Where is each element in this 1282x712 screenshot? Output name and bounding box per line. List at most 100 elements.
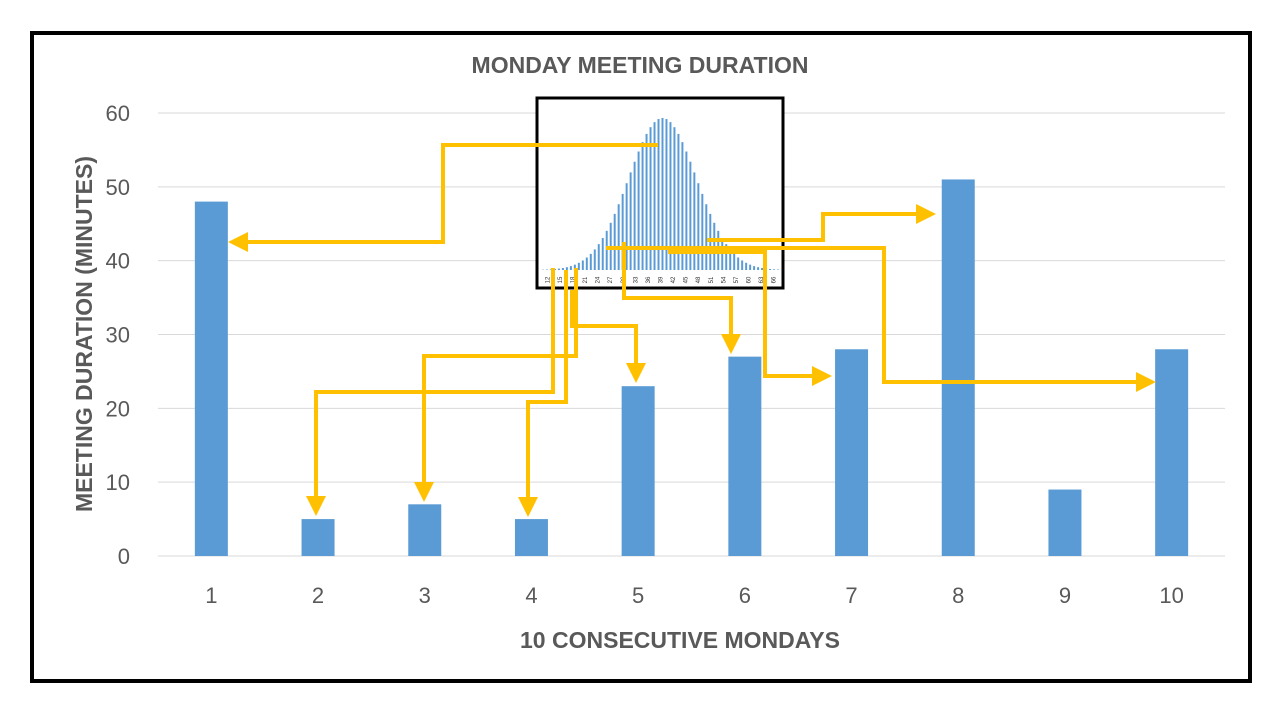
- inset-bar: [585, 257, 588, 270]
- inset-tick-12: 12: [545, 276, 551, 283]
- arrow-to-bar-4: [518, 270, 568, 517]
- inset-bar: [665, 119, 668, 270]
- inset-tick-15: 15: [558, 276, 564, 283]
- inset-tick-54: 54: [721, 276, 727, 283]
- inset-bar: [737, 257, 740, 270]
- arrow-to-bar-6: [622, 242, 741, 354]
- x-axis-label: 10 CONSECUTIVE MONDAYS: [520, 627, 840, 653]
- inset-bar: [729, 249, 732, 270]
- inset-bar: [749, 264, 752, 270]
- y-tick-labels: 0 10 20 30 40 50 60: [106, 101, 130, 569]
- x-tick-2: 2: [312, 583, 324, 608]
- bar-4: [514, 519, 548, 556]
- bar-8: [941, 179, 975, 556]
- inset-tick-45: 45: [684, 276, 690, 283]
- bar-2: [301, 519, 335, 556]
- inset-bar: [701, 193, 704, 270]
- inset-bar: [641, 142, 644, 270]
- chart-title: MONDAY MEETING DURATION: [472, 52, 809, 78]
- y-tick-20: 20: [106, 396, 130, 421]
- inset-bar: [629, 172, 632, 270]
- inset-tick-18: 18: [570, 276, 576, 283]
- inset-tick-36: 36: [646, 276, 652, 283]
- inset-bar: [769, 269, 772, 270]
- x-tick-labels: 1 2 3 4 5 6 7 8 9 10: [205, 583, 1184, 608]
- bar-9: [1048, 489, 1082, 556]
- y-tick-40: 40: [106, 249, 130, 274]
- inset-bar: [661, 118, 664, 270]
- inset-bar: [685, 151, 688, 270]
- inset-bar: [577, 262, 580, 270]
- y-tick-30: 30: [106, 323, 130, 348]
- arrow-to-bar-10: [606, 246, 1156, 392]
- inset-bar: [621, 193, 624, 270]
- inset-bar: [677, 133, 680, 270]
- inset-bar: [733, 253, 736, 270]
- inset-bar: [593, 249, 596, 270]
- x-tick-1: 1: [205, 583, 217, 608]
- inset-bar: [573, 264, 576, 270]
- arrow-to-bar-1: [228, 143, 658, 252]
- inset-bar: [601, 237, 604, 270]
- inset-bar: [561, 267, 564, 270]
- inset-bar: [653, 122, 656, 271]
- inset-tick-51: 51: [709, 276, 715, 283]
- x-tick-7: 7: [845, 583, 857, 608]
- inset-bar: [745, 262, 748, 270]
- inset-bar: [673, 127, 676, 270]
- y-tick-60: 60: [106, 101, 130, 126]
- arrow-to-bar-3: [414, 268, 578, 502]
- inset-bar: [565, 267, 568, 270]
- inset-bar: [773, 269, 776, 270]
- inset-bar: [605, 230, 608, 270]
- bar-6: [728, 356, 762, 556]
- inset-tick-27: 27: [608, 276, 614, 283]
- inset-frame: [535, 96, 785, 290]
- inset-bar: [633, 161, 636, 270]
- x-tick-9: 9: [1059, 583, 1071, 608]
- inset-bar: [741, 260, 744, 270]
- arrows: [228, 143, 1156, 517]
- inset-bar: [637, 151, 640, 270]
- x-tick-10: 10: [1159, 583, 1183, 608]
- inset-tick-63: 63: [759, 276, 765, 283]
- inset-bar: [645, 133, 648, 270]
- inset-bar: [557, 268, 560, 270]
- inset-bar: [589, 253, 592, 270]
- inset-bar: [649, 127, 652, 270]
- inset-tick-60: 60: [747, 276, 753, 283]
- inset-bar: [757, 267, 760, 270]
- inset-bar: [597, 244, 600, 270]
- inset-bar: [613, 213, 616, 270]
- inset-tick-24: 24: [596, 276, 602, 283]
- inset-bar: [657, 119, 660, 270]
- x-tick-4: 4: [525, 583, 537, 608]
- y-tick-10: 10: [106, 470, 130, 495]
- y-tick-50: 50: [106, 175, 130, 200]
- inset-bar: [681, 142, 684, 270]
- x-tick-8: 8: [952, 583, 964, 608]
- inset-bar: [697, 183, 700, 270]
- x-tick-6: 6: [739, 583, 751, 608]
- inset-bar: [617, 204, 620, 270]
- inset-tick-labels: 12 15 18 21 24 27 30 33 36 39 42 45 48 51 54 57 60 63 66: [545, 276, 777, 283]
- inset-bar: [569, 266, 572, 270]
- inset-bar: [705, 204, 708, 270]
- inset-bar: [625, 183, 628, 270]
- inset-tick-66: 66: [772, 276, 778, 283]
- bar-5: [621, 386, 655, 556]
- inset-tick-39: 39: [659, 276, 665, 283]
- bar-7: [835, 349, 869, 556]
- inset-tick-48: 48: [696, 276, 702, 283]
- inset-tick-42: 42: [671, 276, 677, 283]
- bars: [194, 179, 1189, 556]
- bar-1: [194, 201, 228, 556]
- inset-tick-33: 33: [633, 276, 639, 283]
- y-tick-0: 0: [118, 544, 130, 569]
- inset-tick-57: 57: [734, 276, 740, 283]
- inset-bar: [581, 260, 584, 270]
- inset-bar: [753, 266, 756, 270]
- y-axis-label: MEETING DURATION (MINUTES): [71, 156, 97, 512]
- inset-bar: [549, 269, 552, 270]
